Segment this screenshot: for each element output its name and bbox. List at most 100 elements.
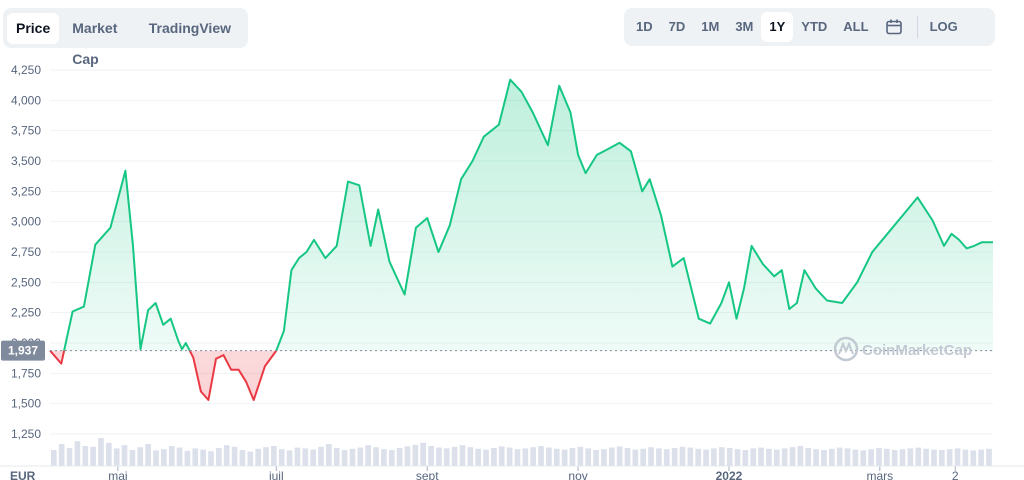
range-1y[interactable]: 1Y [761,12,794,42]
volume-bar [129,450,136,466]
volume-bar [577,446,584,466]
y-tick-label: 4,000 [11,93,41,107]
volume-bar [263,447,269,466]
volume-bar [938,450,945,466]
y-tick-label: 1,250 [11,427,41,441]
volume-bar [546,447,552,466]
volume-bar [436,447,442,466]
volume-bar [616,446,623,466]
volume-bar [113,448,120,466]
tab-market-cap[interactable]: Market Cap [72,19,118,67]
volume-bar [734,449,741,466]
area-below-baseline [50,350,277,400]
volume-bar [773,449,780,466]
volume-bar [986,448,992,466]
volume-bar [137,447,144,466]
volume-bar [153,450,159,466]
volume-bar [341,450,348,466]
volume-bar [561,449,568,466]
volume-bar [278,449,285,466]
volume-bar [176,447,183,466]
volume-bar [679,446,686,466]
volume-bar [326,444,332,466]
volume-bar [624,448,631,466]
volume-bar [467,447,474,466]
volume-bar [349,448,356,466]
range-all[interactable]: ALL [843,19,869,34]
price-line-up [49,78,993,351]
volume-bar [868,449,874,466]
volume-bar [51,450,57,466]
volume-bar [648,447,654,466]
volume-bar [844,448,851,466]
volume-bar [711,448,717,466]
range-3m[interactable]: 3M [735,19,754,34]
volume-bar [365,445,371,466]
volume-bar [608,447,615,466]
volume-bar [828,448,835,466]
volume-bar [687,447,694,466]
range-ytd[interactable]: YTD [801,19,828,34]
volume-bar [569,448,576,466]
volume-bar [907,448,914,466]
volume-bar [459,445,466,466]
volume-bar [703,449,709,466]
volume-bar [200,449,206,466]
y-tick-label: 3,500 [11,154,41,168]
tab-price[interactable]: Price [7,12,60,44]
chart-type-tabs: Price Market Cap TradingView [3,8,248,67]
volume-bar [923,448,929,466]
baseline-label: 1,937 [8,344,38,358]
volume-bar [876,448,882,466]
volume-bar [396,448,403,466]
y-tick-label: 1,750 [11,366,41,380]
volume-bar [428,446,434,466]
range-7d[interactable]: 7D [668,19,686,34]
volume-bar [671,448,678,466]
volume-bar [271,446,277,466]
tab-tradingview[interactable]: TradingView [148,19,231,36]
volume-bar [231,446,238,466]
volume-bar [553,448,560,466]
volume-bar [184,450,191,466]
x-tick-label: 2022 [716,469,743,480]
volume-bar [82,446,89,466]
volume-bar [420,442,426,466]
volume-bar [970,450,977,466]
volume-bar [58,444,65,466]
range-1d[interactable]: 1D [636,19,653,34]
volume-bar [381,449,387,466]
range-1m[interactable]: 1M [701,19,720,34]
volume-bar [514,449,521,466]
volume-bar [522,448,529,466]
x-tick-label: 2 [952,469,959,480]
volume-bar [247,451,254,466]
volume-bar [758,447,764,466]
y-tick-label: 1,500 [11,397,41,411]
volume-bar [805,448,812,466]
y-tick-label: 3,000 [11,215,41,229]
volume-bar [192,448,199,466]
volume-bar [915,447,922,466]
volume-bar [286,450,293,466]
volume-bar [223,445,230,466]
volume-bar [491,448,497,466]
volume-bar [443,448,450,466]
volume-bar [656,448,662,466]
volume-bar [601,449,607,466]
volume-bar [66,448,73,466]
volume-bar [216,448,222,466]
volume-bar [388,450,395,466]
volume-bar [821,450,827,466]
volume-bar [852,449,859,466]
volume-bar [718,447,725,466]
y-tick-label: 3,250 [11,184,41,198]
watermark-text: CoinMarketCap [862,342,972,359]
log-scale-toggle[interactable]: LOG [929,19,958,34]
volume-bar [978,449,984,466]
volume-bar [357,447,364,466]
volume-bar [883,448,890,466]
volume-bar [294,447,301,466]
calendar-icon[interactable] [877,12,911,42]
x-tick-label: nov [568,469,587,480]
